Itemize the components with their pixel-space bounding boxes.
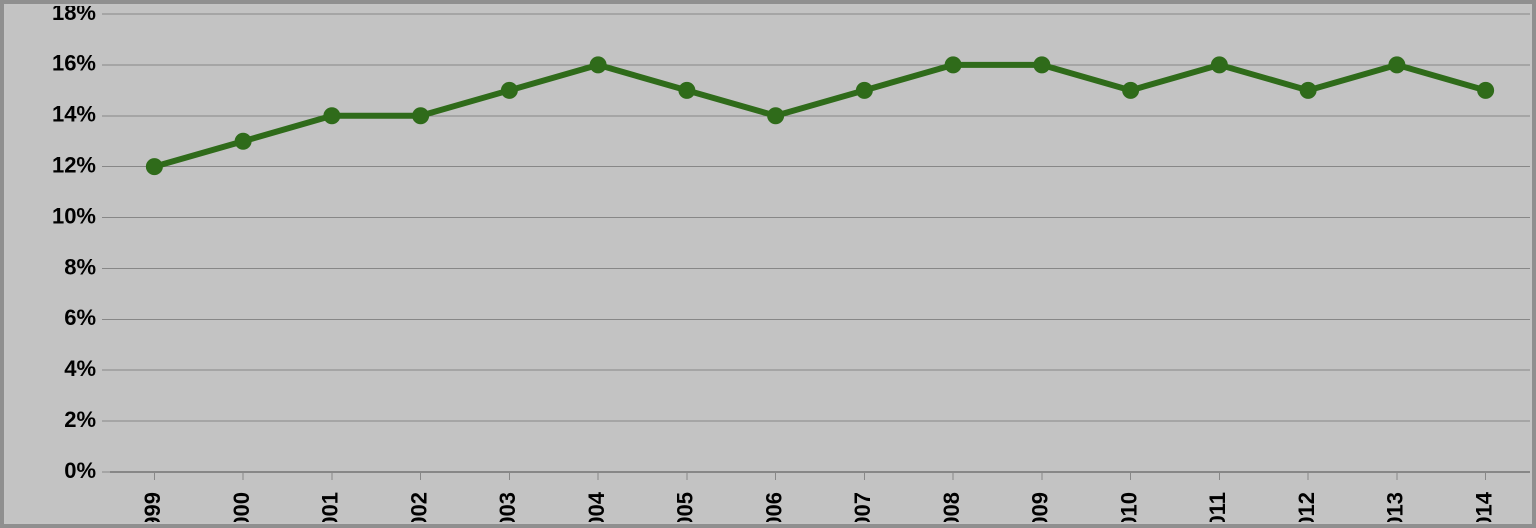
series-marker [1034, 57, 1050, 73]
series-marker [945, 57, 961, 73]
series-marker [413, 108, 429, 124]
series-marker [679, 82, 695, 98]
y-tick-label: 10% [52, 203, 96, 228]
series-marker [1123, 82, 1139, 98]
y-tick-label: 6% [64, 305, 96, 330]
y-tick-label: 16% [52, 51, 96, 76]
chart-container: 0%2%4%6%8%10%12%14%16%18%199920002001200… [0, 0, 1536, 528]
y-tick-label: 4% [64, 356, 96, 381]
series-marker [768, 108, 784, 124]
series-marker [146, 159, 162, 175]
y-tick-label: 2% [64, 407, 96, 432]
series-marker [235, 133, 251, 149]
y-tick-label: 12% [52, 152, 96, 177]
y-tick-label: 0% [64, 458, 96, 483]
y-tick-label: 8% [64, 254, 96, 279]
series-marker [1478, 82, 1494, 98]
series-marker [1300, 82, 1316, 98]
series-marker [856, 82, 872, 98]
series-marker [501, 82, 517, 98]
series-marker [1389, 57, 1405, 73]
series-marker [1211, 57, 1227, 73]
y-tick-label: 14% [52, 102, 96, 127]
series-marker [590, 57, 606, 73]
series-marker [324, 108, 340, 124]
line-chart: 0%2%4%6%8%10%12%14%16%18%199920002001200… [0, 0, 1536, 528]
